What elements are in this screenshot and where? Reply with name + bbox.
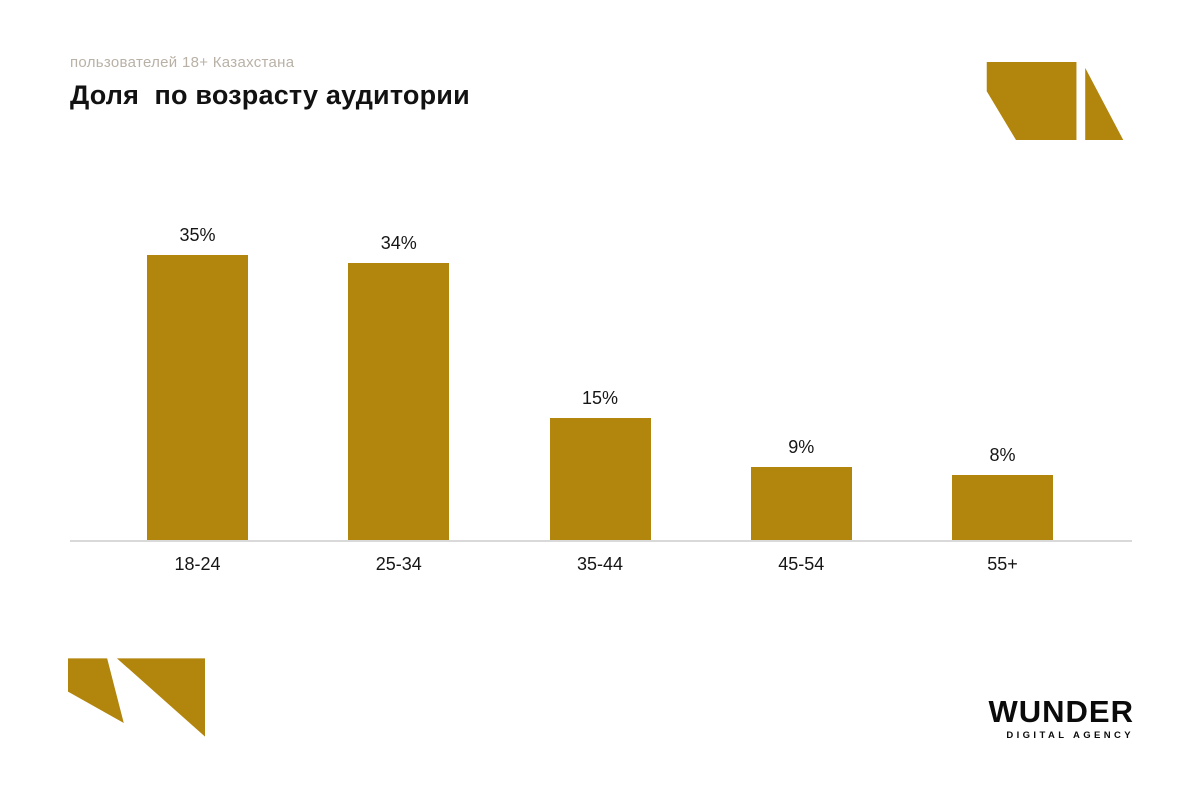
bar: [952, 475, 1053, 540]
bar-group-18-24: 35%: [147, 225, 248, 540]
bar-group-35-44: 15%: [549, 388, 651, 540]
bar: [348, 263, 450, 540]
chart-title: Доля по возрасту аудитории: [70, 80, 470, 110]
x-axis-category-label: 18-24: [174, 554, 221, 574]
bar-value-label: 8%: [989, 445, 1016, 465]
plot-area: 35% 34% 15% 9% 8%: [70, 0, 1132, 540]
x-axis-category-label: 35-44: [576, 554, 624, 574]
x-axis-line: [70, 540, 1132, 542]
brand-mark-icon: [68, 658, 205, 737]
x-axis-category-label: 25-34: [375, 554, 422, 574]
bar-value-label: 9%: [788, 437, 815, 457]
bar-value-label: 34%: [380, 233, 417, 253]
bar-group-45-54: 9%: [750, 437, 852, 540]
wunder-logo: WUNDER DIGITAL AGENCY: [989, 696, 1135, 741]
x-axis-category-label: 55+: [987, 554, 1018, 574]
logo-text: WUNDER: [988, 694, 1134, 729]
brand-mark-top-right: [985, 62, 1125, 140]
brand-mark-icon: [986, 62, 1124, 140]
bar: [147, 255, 248, 540]
bar-group-25-34: 34%: [348, 233, 450, 540]
chart-subtitle: пользователей 18+ Казахстана: [70, 54, 295, 71]
logo-subtext: DIGITAL AGENCY: [1006, 730, 1134, 741]
brand-mark-bottom-left: [68, 658, 205, 737]
x-axis-category-label: 45-54: [778, 554, 825, 574]
bar: [750, 467, 852, 540]
bar-group-55+: 8%: [952, 445, 1053, 540]
bar-value-label: 35%: [179, 225, 216, 245]
bar-value-label: 15%: [581, 388, 619, 408]
bar-chart: 35% 34% 15% 9% 8% 18-24 25-34 35-44 45-54 55+: [70, 0, 1132, 800]
bar: [549, 418, 651, 540]
